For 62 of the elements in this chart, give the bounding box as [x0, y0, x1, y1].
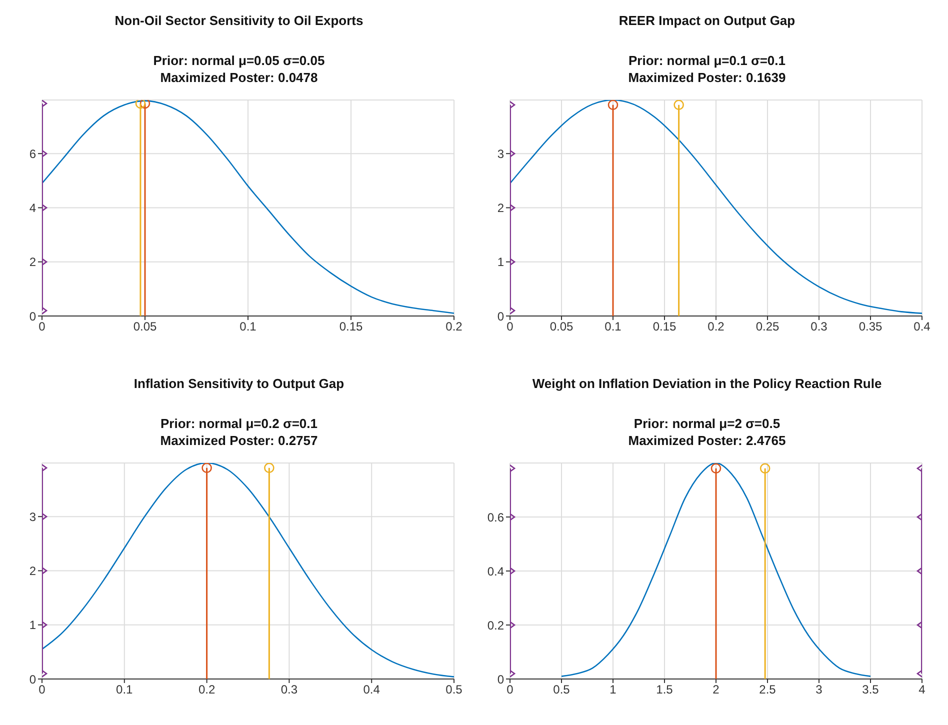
- x-tick-label: 0: [506, 682, 514, 697]
- point: [608, 100, 618, 110]
- y-tick-label: 3: [29, 510, 36, 524]
- x-tick-label: 3.5: [862, 682, 880, 697]
- chart-title: Weight on Inflation Deviation in the Policy Reaction Rule: [531, 375, 883, 393]
- x-tick-label: 0.3: [280, 682, 298, 697]
- point: [674, 100, 684, 110]
- x-tick-label: 0: [38, 682, 46, 697]
- point: [202, 463, 212, 474]
- x-tick-label: 4: [918, 682, 926, 697]
- chart-subtitle: Prior: normal μ=2 σ=0.5 Maximized Poster: 2.4765: [627, 415, 787, 449]
- chart-subtitle: Prior: normal μ=0.2 σ=0.1 Maximized Poster: 0.2757: [159, 415, 319, 449]
- x-tick-label: 0.2: [708, 320, 725, 334]
- chart-title: Inflation Sensitivity to Output Gap: [132, 375, 346, 393]
- y-tick-label: 6: [29, 146, 36, 161]
- line-series: [560, 463, 872, 677]
- x-tick-label: 0.25: [756, 320, 780, 334]
- x-tick-label: 0.15: [339, 320, 363, 334]
- y-tick-label: 0.4: [487, 564, 504, 578]
- x-tick-label: 0.1: [240, 320, 257, 334]
- x-tick-label: 0.4: [914, 320, 931, 334]
- x-tick-label: 0.2: [446, 320, 463, 334]
- x-tick-label: 1: [610, 682, 617, 697]
- x-tick-label: 3: [816, 682, 823, 697]
- x-tick-label: 0: [38, 320, 46, 334]
- y-tick-label: 2: [29, 255, 36, 270]
- line-series: [42, 100, 454, 314]
- y-tick-label: 0: [497, 309, 504, 324]
- x-tick-label: 0: [506, 320, 514, 334]
- y-tick-label: 1: [29, 618, 36, 632]
- chart-title: Non-Oil Sector Sensitivity to Oil Exports: [114, 12, 364, 30]
- x-tick-label: 0.4: [363, 682, 380, 697]
- y-tick-label: 0: [29, 672, 36, 686]
- chart-subtitle: Prior: normal μ=0.05 σ=0.05 Maximized Poster: 0.0478: [152, 52, 326, 86]
- x-tick-label: 0.1: [116, 682, 134, 697]
- x-tick-label: 2.5: [759, 682, 776, 697]
- x-tick-label: 0.3: [810, 320, 828, 334]
- x-tick-label: 0.05: [550, 320, 574, 334]
- y-tick-label: 3: [497, 146, 504, 161]
- y-tick-label: 0.6: [487, 510, 504, 524]
- y-tick-label: 0: [497, 672, 504, 686]
- point: [264, 463, 274, 474]
- point: [710, 463, 722, 474]
- chart-title: REER Impact on Output Gap: [618, 12, 796, 30]
- x-tick-label: 0.15: [652, 320, 676, 334]
- x-tick-label: 0.1: [604, 320, 622, 334]
- y-tick-label: 1: [497, 255, 504, 270]
- y-tick-label: 0.2: [487, 618, 504, 632]
- y-tick-label: 2: [29, 564, 36, 578]
- y-tick-label: 2: [497, 200, 504, 215]
- chart-subtitle: Prior: normal μ=0.1 σ=0.1 Maximized Poster: 0.1639: [627, 52, 787, 86]
- y-tick-label: 0: [29, 309, 36, 324]
- x-tick-label: 0.5: [553, 682, 570, 697]
- x-tick-label: 0.05: [133, 320, 157, 334]
- y-tick-label: 4: [29, 200, 36, 215]
- line-series: [510, 100, 922, 314]
- x-tick-label: 0.2: [198, 682, 216, 697]
- x-tick-label: 0.5: [446, 682, 463, 697]
- x-tick-label: 2: [712, 682, 720, 697]
- x-tick-label: 0.35: [858, 320, 882, 334]
- x-tick-label: 1.5: [656, 682, 674, 697]
- point: [760, 463, 770, 474]
